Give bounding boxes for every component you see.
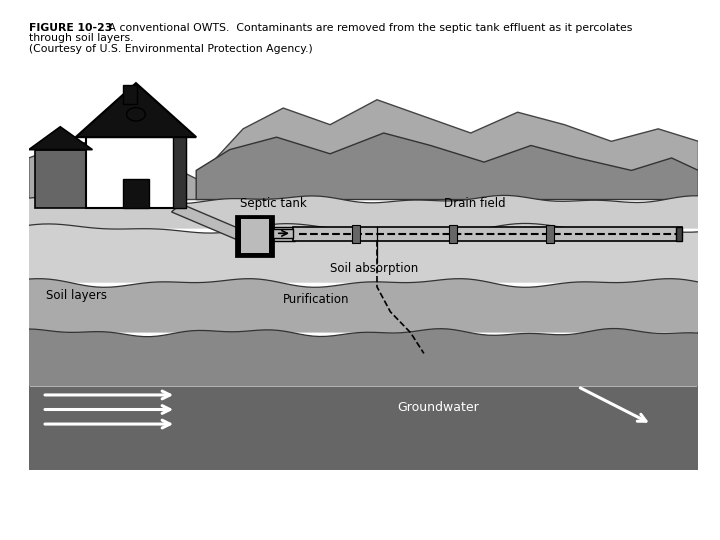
- Bar: [273, 229, 293, 238]
- Polygon shape: [29, 387, 698, 470]
- Bar: [122, 85, 138, 104]
- Polygon shape: [29, 195, 698, 228]
- Polygon shape: [76, 83, 197, 137]
- Text: Basic Environmental Technology, Sixth Edition: Basic Environmental Technology, Sixth Ed…: [155, 490, 348, 498]
- Text: Jerry A. Nathanson | Richard A. Schneider: Jerry A. Nathanson | Richard A. Schneide…: [155, 515, 329, 524]
- Polygon shape: [29, 224, 698, 283]
- Text: FIGURE 10-23: FIGURE 10-23: [29, 23, 112, 33]
- Bar: [351, 225, 359, 243]
- Text: Groundwater: Groundwater: [397, 401, 479, 414]
- Bar: [449, 225, 456, 243]
- Polygon shape: [197, 133, 698, 199]
- Text: A conventional OWTS.  Contaminants are removed from the septic tank effluent as : A conventional OWTS. Contaminants are re…: [98, 23, 632, 33]
- Bar: [122, 179, 149, 208]
- Text: Purification: Purification: [283, 293, 350, 306]
- Polygon shape: [171, 204, 244, 239]
- Polygon shape: [29, 127, 92, 150]
- Polygon shape: [216, 100, 698, 179]
- Polygon shape: [29, 141, 216, 199]
- Text: (Courtesy of U.S. Environmental Protection Agency.): (Courtesy of U.S. Environmental Protecti…: [29, 44, 312, 55]
- Bar: [293, 227, 682, 241]
- Bar: [676, 227, 682, 241]
- Bar: [272, 227, 294, 241]
- Text: Septic tank: Septic tank: [240, 197, 307, 210]
- Text: Soil absorption: Soil absorption: [330, 262, 418, 275]
- Text: Soil layers: Soil layers: [45, 289, 107, 302]
- Bar: [29, 54, 698, 270]
- Bar: [173, 137, 186, 208]
- Text: PEARSON: PEARSON: [623, 496, 720, 516]
- Bar: [546, 225, 554, 243]
- Text: ALWAYS LEARNING: ALWAYS LEARNING: [11, 499, 172, 514]
- Bar: [236, 216, 273, 255]
- Bar: [241, 219, 269, 253]
- Polygon shape: [29, 328, 698, 387]
- Text: Drain field: Drain field: [444, 197, 505, 210]
- Text: Copyright © 2015 by Pearson Education, Inc.: Copyright © 2015 by Pearson Education, I…: [421, 490, 611, 498]
- Bar: [35, 150, 86, 208]
- Text: All Rights Reserved: All Rights Reserved: [421, 515, 503, 524]
- Bar: [86, 137, 186, 208]
- Polygon shape: [29, 279, 698, 333]
- Text: through soil layers.: through soil layers.: [29, 33, 133, 44]
- Ellipse shape: [127, 107, 145, 121]
